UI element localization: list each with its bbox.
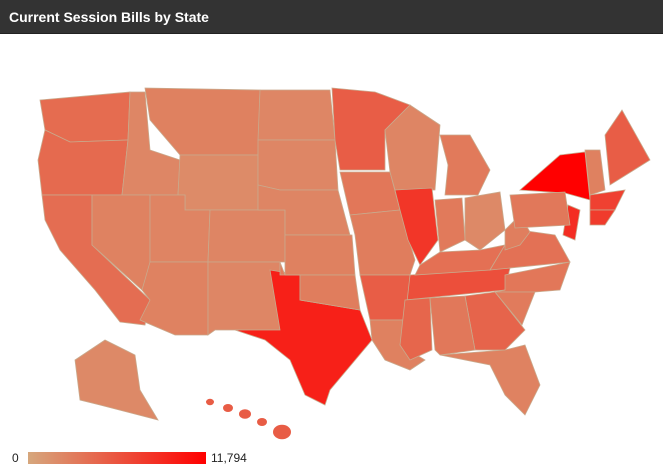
state: [584, 149, 606, 196]
header-bar: Current Session Bills by State: [0, 0, 663, 34]
hawaii-island: [273, 424, 291, 440]
state: [439, 134, 491, 196]
state: [207, 209, 286, 263]
alaska: [74, 339, 159, 421]
state: [339, 171, 401, 216]
state: [439, 344, 541, 416]
hawaii-island: [257, 418, 267, 426]
state: [207, 261, 281, 336]
state: [177, 154, 259, 211]
state: [384, 104, 441, 191]
legend-max: 11,794: [211, 451, 247, 465]
title: Current Session Bills by State: [9, 9, 209, 25]
state: [257, 139, 339, 191]
hawaii-island: [206, 398, 214, 406]
state: [144, 87, 261, 156]
state: [284, 234, 356, 276]
state: [429, 295, 476, 356]
state: [279, 261, 361, 311]
state: [464, 191, 506, 251]
state: [589, 209, 616, 226]
hawaii-island: [223, 404, 233, 412]
state: [399, 297, 433, 361]
state: [509, 191, 571, 229]
hawaii-island: [239, 409, 251, 419]
legend-gradient: [28, 452, 206, 464]
state: [434, 197, 466, 253]
state: [604, 109, 651, 186]
state: [359, 274, 411, 321]
state: [139, 261, 209, 336]
state: [257, 89, 336, 141]
state: [494, 291, 536, 326]
state: [331, 87, 411, 171]
legend-min: 0: [12, 451, 19, 465]
